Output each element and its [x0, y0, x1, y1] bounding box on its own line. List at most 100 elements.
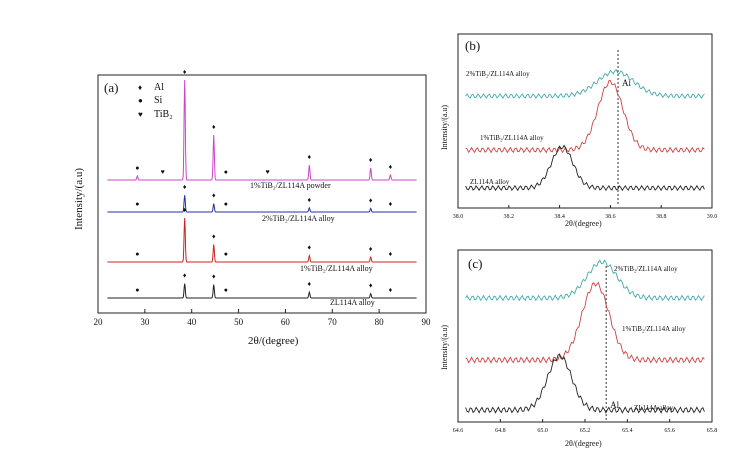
zoom-series-label: ZL114A alloy	[470, 178, 510, 186]
zoom-xtick-label: 39.0	[707, 214, 718, 220]
zoom-series-line	[465, 353, 705, 414]
a-peak-marker: ●	[135, 286, 139, 294]
a-legend-text: Si	[154, 95, 163, 106]
a-xtick-label: 80	[375, 317, 385, 327]
panel-a-legend: ♦ Al ● Si ♥ TiB₂	[138, 82, 173, 120]
a-peak-marker: ♦	[389, 286, 393, 294]
zoom-series-line	[465, 144, 705, 192]
a-series-line	[107, 217, 417, 263]
panel-b-xlabel: 2θ/(degree)	[565, 219, 602, 228]
panel-b-xticks: 38.0 38.2 38.4 38.6 38.8 39.0	[453, 205, 718, 220]
a-peak-marker: ●	[135, 250, 139, 258]
panel-b-series: Al 2%TiB₂/ZL114A alloy 1%TiB₂/ZL114A alloy…	[465, 50, 705, 206]
zoom-series-label: ZL114A alloy	[634, 404, 674, 412]
zoom-xtick-label: 65.6	[664, 428, 675, 434]
zoom-xtick-label: 64.8	[495, 428, 506, 434]
a-series-label: 1%TiB₂/ZL114A powder	[250, 181, 331, 190]
zoom-series-label: 1%TiB₂/ZL114A alloy	[622, 325, 686, 333]
panel-a-xticks: 20 30 40 50 60 70 80 90	[94, 309, 432, 327]
a-legend-text: Al	[154, 82, 164, 93]
a-series-line	[107, 79, 417, 181]
zoom-series-label: 2%TiB₂/ZL114A alloy	[466, 70, 530, 78]
a-peak-marker: ♦	[183, 272, 187, 280]
a-series-line	[107, 283, 417, 299]
a-peak-marker: ●	[135, 200, 139, 208]
a-peak-marker: ●	[224, 250, 228, 258]
zoom-xtick-label: 64.6	[453, 428, 464, 434]
a-peak-marker: ♦	[369, 245, 373, 253]
zoom-xtick-label: 65.2	[580, 428, 591, 434]
panel-a-letter: (a)	[104, 80, 118, 95]
panel-b-ylabel: Intensity/(a.u)	[440, 105, 449, 150]
a-xtick-label: 30	[140, 317, 150, 327]
a-series-label: ZL114A alloy	[330, 298, 375, 307]
a-xtick-label: 60	[281, 317, 291, 327]
panel-c-ylabel: Intensity/(a.u)	[440, 325, 449, 370]
zoom-xtick-label: 38.8	[656, 214, 667, 220]
panel-a-series: 1%TiB₂/ZL114A powder 2%TiB₂/ZL114A alloy 1…	[107, 68, 417, 307]
zoom-series-line	[465, 281, 705, 364]
a-peak-marker: ●	[224, 286, 228, 294]
zoom-xtick-label: 38.4	[554, 214, 565, 220]
a-peak-marker: ●	[135, 164, 139, 172]
a-peak-marker: ♦	[212, 192, 216, 200]
a-series-label: 2%TiB₂/ZL114A alloy	[262, 214, 335, 223]
zoom-series-line	[465, 259, 705, 302]
panel-b: (b) 2θ/(degree) Intensity/(a.u) 38.0 38.2…	[440, 33, 718, 228]
reference-label: Al	[622, 78, 631, 88]
a-series-label: 1%TiB₂/ZL114A alloy	[300, 264, 373, 273]
a-xtick-label: 40	[187, 317, 197, 327]
a-peak-marker: ♦	[308, 280, 312, 288]
a-peak-marker: ♦	[308, 196, 312, 204]
a-peak-marker: ♦	[183, 206, 187, 214]
zoom-xtick-label: 65.4	[622, 428, 633, 434]
panel-a-frame	[97, 74, 427, 314]
a-peak-marker: ♥	[161, 168, 165, 176]
a-peak-marker: ♦	[389, 163, 393, 171]
a-legend-text: TiB₂	[154, 109, 173, 120]
panel-c-series: Al 2%TiB₂/ZL114A alloy 1%TiB₂/ZL114A alloy…	[465, 259, 705, 420]
panel-a: (a) 2θ/(degree) Intensity/(a.u) 20 30 40 50…	[73, 68, 431, 347]
a-xtick-label: 50	[234, 317, 244, 327]
a-peak-marker: ♦	[212, 232, 216, 240]
reference-label: Al	[610, 400, 619, 410]
a-peak-marker: ♦	[369, 196, 373, 204]
panel-c-xlabel: 2θ/(degree)	[565, 439, 602, 448]
a-peak-marker: ●	[224, 168, 228, 176]
a-peak-marker: ♦	[308, 244, 312, 252]
zoom-series-label: 2%TiB₂/ZL114A alloy	[614, 265, 678, 273]
zoom-series-line	[465, 80, 705, 154]
a-peak-marker: ♦	[389, 250, 393, 258]
panel-c-frame	[457, 249, 713, 423]
a-peak-marker: ♦	[389, 200, 393, 208]
zoom-series-line	[465, 69, 705, 99]
zoom-xtick-label: 65.0	[537, 428, 548, 434]
panel-b-letter: (b)	[465, 38, 480, 53]
a-xtick-label: 90	[422, 317, 432, 327]
zoom-xtick-label: 38.0	[453, 214, 464, 220]
zoom-xtick-label: 38.2	[504, 214, 515, 220]
a-xtick-label: 70	[328, 317, 338, 327]
panel-b-frame	[457, 33, 713, 209]
a-peak-marker: ♦	[308, 153, 312, 161]
a-peak-marker: ●	[224, 200, 228, 208]
zoom-series-label: 1%TiB₂/ZL114A alloy	[480, 134, 544, 142]
zoom-xtick-label: 65.8	[707, 428, 718, 434]
a-xtick-label: 20	[94, 317, 104, 327]
a-peak-marker: ♦	[212, 123, 216, 131]
a-peak-marker: ♦	[183, 183, 187, 191]
panel-c-letter: (c)	[468, 256, 482, 271]
panel-c-xticks: 64.6 64.8 65.0 65.2 65.4 65.6 65.8	[453, 419, 718, 434]
zoom-xtick-label: 38.6	[605, 214, 616, 220]
panel-a-xlabel: 2θ/(degree)	[248, 335, 299, 347]
a-peak-marker: ♦	[369, 282, 373, 290]
panel-a-ylabel: Intensity/(a.u)	[73, 168, 85, 230]
a-peak-marker: ♦	[183, 68, 187, 76]
a-peak-marker: ♦	[369, 156, 373, 164]
a-peak-marker: ♥	[266, 168, 270, 176]
panel-c: (c) 2θ/(degree) Intensity/(a.u) 64.6 64.8…	[440, 249, 718, 448]
a-legend-symbol: ●	[138, 96, 143, 105]
a-legend-symbol: ♦	[138, 83, 142, 92]
a-peak-marker: ♦	[212, 273, 216, 281]
